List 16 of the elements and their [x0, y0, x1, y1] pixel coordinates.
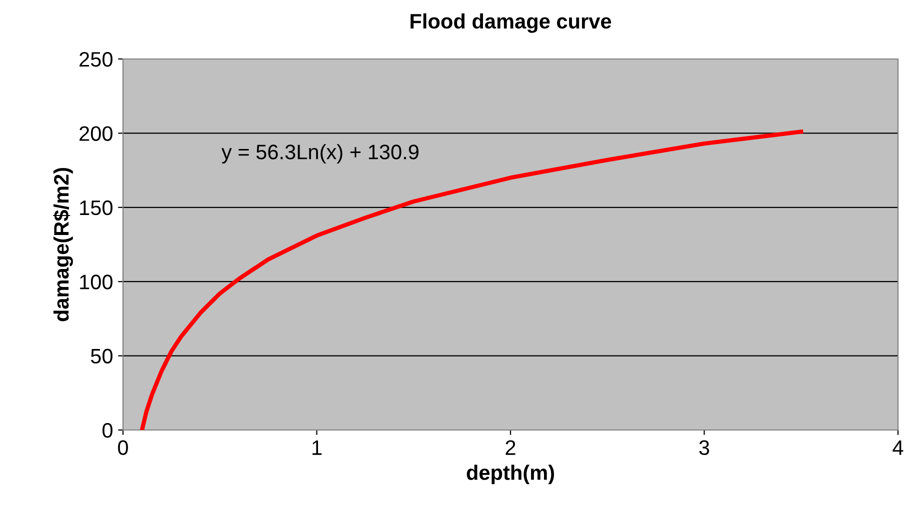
line-series: [140, 130, 804, 430]
y-tick-label: 150: [80, 200, 112, 216]
x-axis-title: depth(m): [466, 464, 554, 484]
y-tick-label: 250: [80, 52, 112, 67]
y-tick-label: 100: [80, 274, 112, 290]
x-tick-label: 0: [118, 440, 128, 456]
y-tick-label: 0: [102, 423, 112, 438]
x-tick-label: 4: [892, 440, 904, 455]
x-tick-label: 2: [506, 440, 516, 455]
x-tick-label: 3: [699, 440, 710, 456]
y-axis-title: damage(R$/m2): [53, 168, 73, 322]
x-tick-label: 1: [312, 440, 322, 455]
y-tick-label: 200: [80, 126, 112, 141]
annotation: y = 56.3Ln(x) + 130.9: [221, 144, 418, 164]
y-tick-label: 50: [90, 348, 112, 364]
chart-title: Flood damage curve: [410, 13, 612, 33]
